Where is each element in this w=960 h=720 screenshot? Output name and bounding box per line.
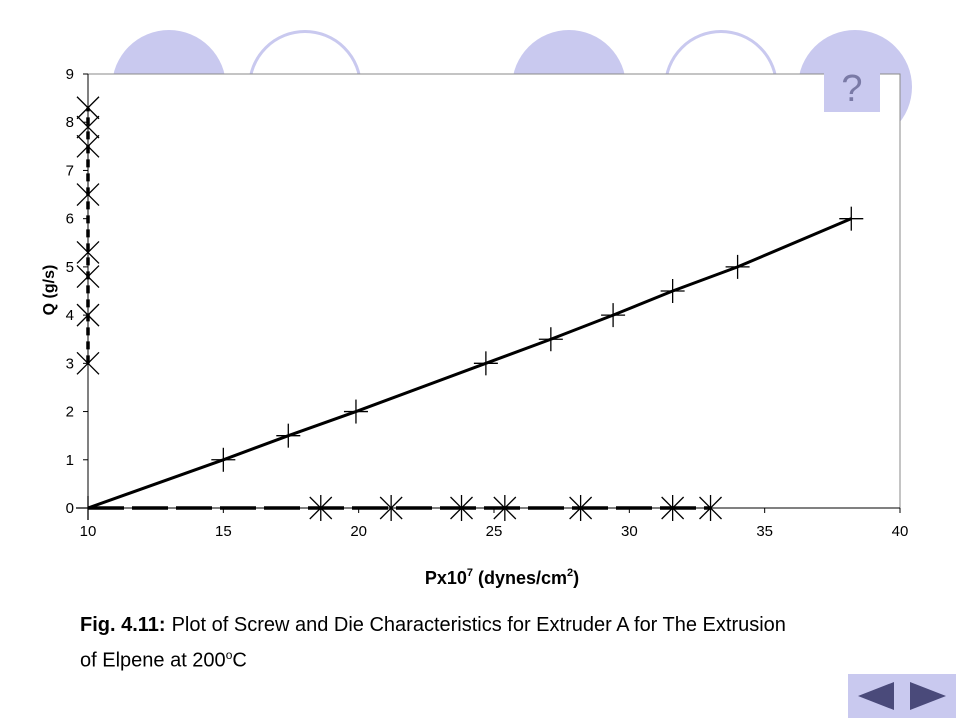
caption-line-2: of Elpene at 200oC <box>80 648 247 672</box>
navigation-bar <box>848 674 956 718</box>
series-1-line <box>87 217 852 510</box>
triangle-left-icon <box>858 682 894 710</box>
plus-marker <box>343 399 368 424</box>
y-tick-label: 9 <box>66 66 74 83</box>
plus-marker <box>538 327 563 352</box>
x-marker <box>76 183 100 207</box>
y-tick-label: 7 <box>66 162 74 179</box>
y-tick-label: 4 <box>66 307 74 324</box>
x-marker <box>76 240 100 264</box>
plus-marker <box>76 496 100 520</box>
help-button[interactable]: ? <box>824 64 880 112</box>
plus-marker <box>839 206 864 231</box>
next-button[interactable] <box>906 680 950 712</box>
x-tick-label: 10 <box>80 523 97 540</box>
figure-caption: Fig. 4.11: Plot of Screw and Die Characte… <box>80 610 840 676</box>
y-tick-label: 0 <box>66 500 74 517</box>
caption-text: Plot of Screw and Die Characteristics fo… <box>171 614 786 636</box>
caption-line-1: Fig. 4.11: Plot of Screw and Die Characte… <box>80 610 840 640</box>
plus-marker <box>725 254 750 279</box>
x-marker <box>76 303 100 327</box>
plus-marker <box>211 447 236 472</box>
asterisk-marker <box>569 495 593 521</box>
y-tick-label: 1 <box>66 452 74 469</box>
plus-marker <box>276 423 301 448</box>
asterisk-marker <box>493 495 517 521</box>
x-axis-label: Px107 (dynes/cm2) <box>425 567 579 588</box>
asterisk-marker <box>661 495 685 521</box>
previous-button[interactable] <box>854 680 898 712</box>
y-tick-label: 2 <box>66 404 74 421</box>
asterisk-marker <box>699 495 722 521</box>
y-axis-label: Q (g/s) <box>41 265 58 316</box>
x-marker <box>76 134 100 158</box>
asterisk-marker <box>309 495 333 521</box>
triangle-right-icon <box>910 682 946 710</box>
x-tick-label: 30 <box>621 523 638 540</box>
y-tick-label: 8 <box>66 114 74 131</box>
help-label: ? <box>841 68 863 110</box>
x-tick-label: 25 <box>486 523 503 540</box>
x-marker <box>76 265 100 288</box>
y-tick-label: 3 <box>66 355 74 372</box>
x-marker <box>76 115 100 139</box>
plus-marker <box>473 351 498 376</box>
x-tick-label: 15 <box>215 523 232 540</box>
plus-marker <box>660 279 685 303</box>
y-tick-label: 6 <box>66 211 74 228</box>
x-marker <box>76 351 100 375</box>
chart: 10 15 20 25 30 35 40 0 1 2 3 4 5 6 7 8 9 Q (g/s) Px107 (… <box>41 66 909 588</box>
plot-area <box>87 73 901 509</box>
asterisk-marker <box>450 495 473 521</box>
asterisk-marker <box>379 495 403 521</box>
y-tick-label: 5 <box>66 259 74 276</box>
x-tick-label: 35 <box>756 523 773 540</box>
x-marker <box>76 96 100 120</box>
x-tick-label: 20 <box>350 523 367 540</box>
plus-marker <box>601 303 626 328</box>
figure-label: Fig. 4.11: <box>80 614 166 636</box>
x-tick-label: 40 <box>892 523 909 540</box>
